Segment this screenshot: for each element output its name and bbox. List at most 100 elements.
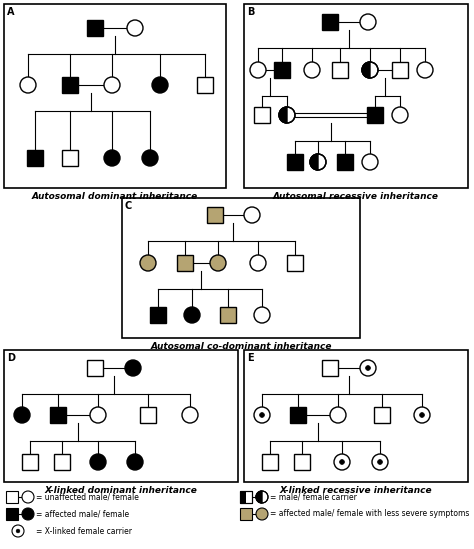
- Circle shape: [140, 255, 156, 271]
- Text: B: B: [247, 7, 255, 17]
- Bar: [392, 62, 408, 78]
- Bar: [240, 491, 252, 503]
- Polygon shape: [279, 107, 287, 123]
- Bar: [207, 207, 223, 223]
- Circle shape: [362, 62, 378, 78]
- Text: Autosomal co-dominant inheritance: Autosomal co-dominant inheritance: [150, 342, 332, 351]
- Bar: [54, 454, 70, 470]
- Bar: [240, 508, 252, 520]
- Circle shape: [362, 154, 378, 170]
- Bar: [6, 491, 18, 503]
- Text: C: C: [125, 201, 132, 211]
- Circle shape: [250, 255, 266, 271]
- Text: X-linked dominant inheritance: X-linked dominant inheritance: [45, 486, 198, 495]
- Bar: [294, 454, 310, 470]
- Circle shape: [392, 107, 408, 123]
- Circle shape: [254, 307, 270, 323]
- Circle shape: [104, 77, 120, 93]
- Circle shape: [365, 366, 370, 371]
- Bar: [367, 107, 383, 123]
- Bar: [27, 150, 43, 166]
- Circle shape: [419, 413, 424, 417]
- Circle shape: [210, 255, 226, 271]
- Bar: [6, 508, 18, 520]
- Bar: [4, 350, 238, 482]
- Text: = unaffected male/ female: = unaffected male/ female: [36, 492, 139, 501]
- Circle shape: [250, 62, 266, 78]
- Bar: [240, 491, 246, 503]
- Circle shape: [125, 360, 141, 376]
- Circle shape: [127, 454, 143, 470]
- Bar: [337, 154, 353, 170]
- Circle shape: [414, 407, 430, 423]
- Bar: [4, 4, 226, 188]
- Circle shape: [360, 14, 376, 30]
- Text: = affected male/ female with less severe symptoms: = affected male/ female with less severe…: [270, 509, 469, 518]
- Circle shape: [127, 20, 143, 36]
- Circle shape: [20, 77, 36, 93]
- Circle shape: [304, 62, 320, 78]
- Bar: [290, 407, 306, 423]
- Circle shape: [372, 454, 388, 470]
- Circle shape: [244, 207, 260, 223]
- Text: A: A: [7, 7, 15, 17]
- Bar: [220, 307, 236, 323]
- Bar: [177, 255, 193, 271]
- Circle shape: [254, 407, 270, 423]
- Circle shape: [22, 508, 34, 520]
- Bar: [244, 4, 468, 188]
- Text: = male/ female carrier: = male/ female carrier: [270, 492, 357, 501]
- Bar: [374, 407, 390, 423]
- Bar: [62, 150, 78, 166]
- Circle shape: [104, 150, 120, 166]
- Bar: [140, 407, 156, 423]
- Text: E: E: [247, 353, 254, 363]
- Bar: [322, 360, 338, 376]
- Circle shape: [90, 454, 106, 470]
- Bar: [50, 407, 66, 423]
- Text: Autosomal recessive inheritance: Autosomal recessive inheritance: [273, 192, 439, 201]
- Polygon shape: [256, 491, 262, 503]
- Circle shape: [14, 407, 30, 423]
- Circle shape: [334, 454, 350, 470]
- Circle shape: [378, 460, 383, 464]
- Bar: [332, 62, 348, 78]
- Bar: [240, 491, 252, 503]
- Circle shape: [330, 407, 346, 423]
- Circle shape: [417, 62, 433, 78]
- Text: = affected male/ female: = affected male/ female: [36, 509, 129, 518]
- Bar: [254, 107, 270, 123]
- Text: X-linked recessive inheritance: X-linked recessive inheritance: [280, 486, 432, 495]
- Bar: [287, 154, 303, 170]
- Circle shape: [182, 407, 198, 423]
- Bar: [22, 454, 38, 470]
- Circle shape: [142, 150, 158, 166]
- Circle shape: [279, 107, 295, 123]
- Text: = X-linked female carrier: = X-linked female carrier: [36, 526, 132, 535]
- Circle shape: [22, 491, 34, 503]
- Bar: [150, 307, 166, 323]
- Bar: [122, 198, 360, 338]
- Bar: [274, 62, 290, 78]
- Bar: [244, 350, 468, 482]
- Circle shape: [90, 407, 106, 423]
- Bar: [287, 255, 303, 271]
- Bar: [197, 77, 213, 93]
- Circle shape: [16, 529, 20, 533]
- Polygon shape: [310, 154, 318, 170]
- Circle shape: [339, 460, 345, 464]
- Circle shape: [184, 307, 200, 323]
- Circle shape: [260, 413, 264, 417]
- Circle shape: [152, 77, 168, 93]
- Bar: [262, 454, 278, 470]
- Circle shape: [310, 154, 326, 170]
- Bar: [87, 20, 103, 36]
- Circle shape: [12, 525, 24, 537]
- Text: D: D: [7, 353, 15, 363]
- Bar: [87, 360, 103, 376]
- Text: Autosomal dominant inheritance: Autosomal dominant inheritance: [32, 192, 198, 201]
- Circle shape: [360, 360, 376, 376]
- Bar: [62, 77, 78, 93]
- Circle shape: [256, 508, 268, 520]
- Bar: [322, 14, 338, 30]
